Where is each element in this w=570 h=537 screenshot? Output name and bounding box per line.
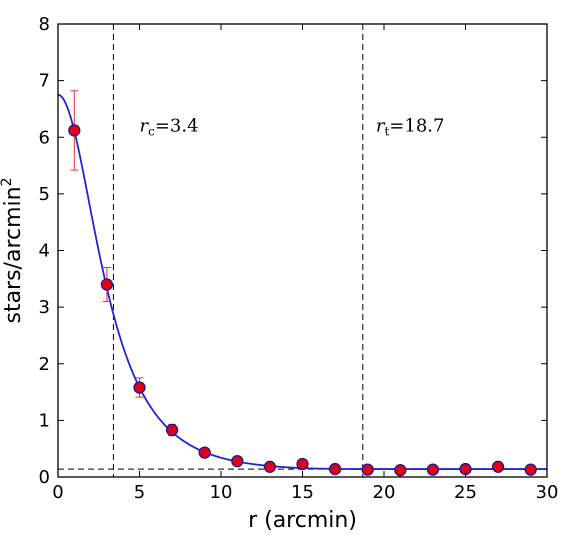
data-point xyxy=(394,464,407,477)
y-tick-label: 0 xyxy=(39,467,50,488)
y-tick-label: 4 xyxy=(39,241,50,262)
data-point xyxy=(524,463,537,476)
x-tick-label: 5 xyxy=(134,482,145,503)
data-point xyxy=(491,460,505,473)
y-axis-label-base: stars/arcmin xyxy=(1,186,26,323)
x-tick-label: 25 xyxy=(454,482,477,503)
annotation-text: rc=3.4 xyxy=(140,116,199,139)
x-tick-label: 10 xyxy=(210,482,233,503)
annotation-symbol: r xyxy=(376,116,386,137)
data-point xyxy=(68,124,81,137)
annotation-value: =18.7 xyxy=(389,116,444,137)
data-point xyxy=(426,463,440,476)
y-tick-label: 1 xyxy=(39,410,50,431)
axes: 0 5 10 15 20 25 30 0 1 2 3 4 5 6 7 8 xyxy=(39,14,559,503)
data-point xyxy=(296,457,309,471)
data-point xyxy=(328,462,342,476)
king-fit-curve xyxy=(57,93,547,470)
annotation-subscript: t xyxy=(384,125,389,139)
annotation-text: rt=18.7 xyxy=(376,116,445,139)
annotation-subscript: c xyxy=(148,125,155,139)
y-tick-label: 3 xyxy=(39,297,50,318)
annotation-symbol: r xyxy=(140,116,150,137)
x-axis-label: r (arcmin) xyxy=(248,508,357,533)
data-point xyxy=(361,463,374,476)
plot-content: rc=3.4 rt=18.7 xyxy=(57,24,547,477)
data-point xyxy=(263,460,277,473)
annotation-value: =3.4 xyxy=(155,116,199,137)
data-point xyxy=(198,446,211,459)
y-tick-label: 2 xyxy=(39,354,50,375)
plot-frame xyxy=(57,23,548,478)
y-axis-label-sup: 2 xyxy=(0,177,15,186)
x-tick-label: 20 xyxy=(373,482,396,503)
y-tick-label: 6 xyxy=(39,127,50,148)
y-tick-label: 5 xyxy=(39,184,50,205)
x-tick-label: 30 xyxy=(536,482,559,503)
y-tick-label: 7 xyxy=(39,71,50,92)
data-point xyxy=(133,381,146,394)
y-tick-label: 8 xyxy=(39,14,50,35)
y-axis-label: stars/arcmin2 xyxy=(0,177,26,323)
x-tick-label: 15 xyxy=(291,482,314,503)
x-tick-label: 0 xyxy=(52,482,63,503)
data-point xyxy=(231,454,244,468)
data-point xyxy=(165,423,179,437)
data-point xyxy=(100,278,114,291)
